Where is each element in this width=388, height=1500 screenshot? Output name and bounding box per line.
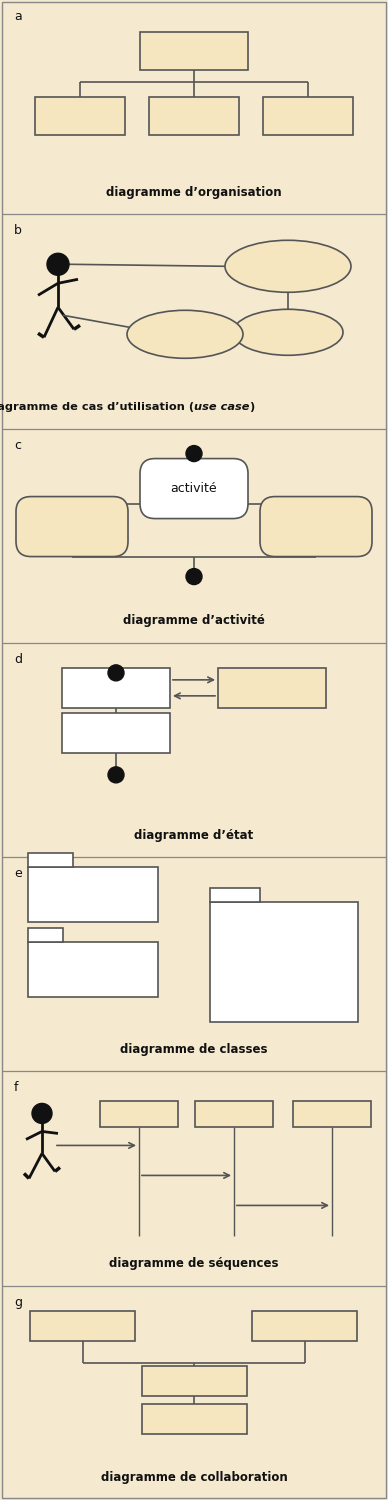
- Text: f: f: [14, 1082, 19, 1095]
- Bar: [195, 1101, 273, 1128]
- Bar: [140, 32, 248, 70]
- Bar: [142, 1404, 246, 1434]
- Text: ): ): [249, 402, 255, 411]
- Circle shape: [47, 254, 69, 276]
- Bar: [28, 867, 158, 922]
- Text: diagramme de collaboration: diagramme de collaboration: [100, 1472, 288, 1485]
- Bar: [62, 712, 170, 753]
- Text: diagramme de séquences: diagramme de séquences: [109, 1257, 279, 1270]
- Bar: [210, 888, 260, 902]
- Circle shape: [108, 664, 124, 681]
- Bar: [35, 98, 125, 135]
- Text: activité: activité: [171, 482, 217, 495]
- Ellipse shape: [127, 310, 243, 358]
- Bar: [28, 942, 158, 998]
- Bar: [252, 1311, 357, 1341]
- Text: a: a: [14, 10, 22, 22]
- Circle shape: [186, 568, 202, 585]
- Bar: [149, 98, 239, 135]
- Text: use case: use case: [194, 402, 249, 411]
- Text: b: b: [14, 225, 22, 237]
- Text: g: g: [14, 1296, 22, 1308]
- Text: c: c: [14, 438, 21, 452]
- Circle shape: [186, 446, 202, 462]
- Ellipse shape: [233, 309, 343, 356]
- Text: diagramme d’état: diagramme d’état: [134, 828, 254, 842]
- Text: diagramme de classes: diagramme de classes: [120, 1042, 268, 1056]
- Bar: [142, 1365, 246, 1395]
- Ellipse shape: [225, 240, 351, 292]
- Bar: [28, 853, 73, 867]
- Bar: [100, 1101, 178, 1128]
- Text: e: e: [14, 867, 22, 880]
- Text: diagramme de cas d’utilisation (: diagramme de cas d’utilisation (: [0, 402, 194, 411]
- Bar: [293, 1101, 371, 1128]
- Bar: [263, 98, 353, 135]
- Text: diagramme d’activité: diagramme d’activité: [123, 615, 265, 627]
- Bar: [210, 902, 358, 1022]
- FancyBboxPatch shape: [260, 496, 372, 556]
- Bar: [218, 668, 326, 708]
- FancyBboxPatch shape: [140, 459, 248, 519]
- Circle shape: [32, 1104, 52, 1124]
- Circle shape: [108, 766, 124, 783]
- Text: d: d: [14, 652, 22, 666]
- Bar: [62, 668, 170, 708]
- Text: diagramme d’organisation: diagramme d’organisation: [106, 186, 282, 200]
- FancyBboxPatch shape: [16, 496, 128, 556]
- Bar: [28, 928, 63, 942]
- Bar: [30, 1311, 135, 1341]
